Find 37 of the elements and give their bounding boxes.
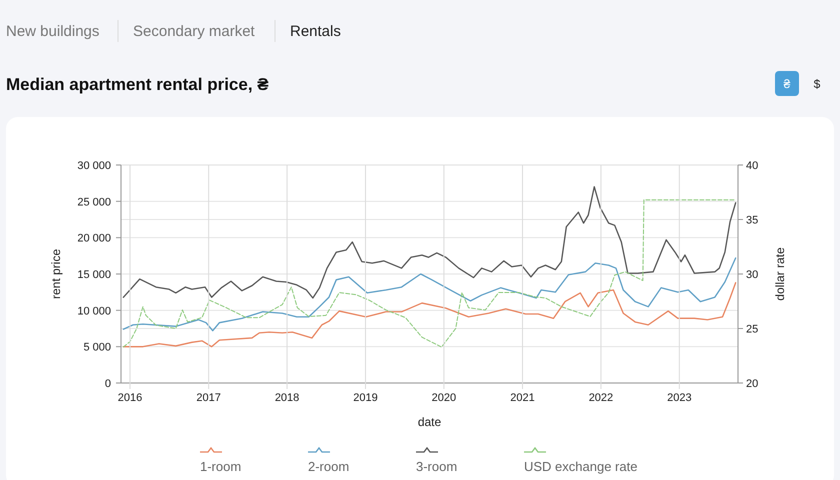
x-tick-label: 2019 bbox=[353, 392, 378, 404]
text: $ bbox=[814, 77, 821, 91]
y-tick-label: 10 000 bbox=[77, 305, 111, 318]
x-tick-label: 2023 bbox=[667, 392, 692, 404]
line-series bbox=[122, 199, 736, 348]
legend-label: 3-room bbox=[416, 459, 458, 474]
x-axis-title: date bbox=[418, 415, 442, 429]
x-tick-label: 2016 bbox=[118, 392, 142, 404]
text: ₴ bbox=[784, 77, 791, 91]
chart-title: Median apartment rental price, ₴ bbox=[6, 75, 270, 94]
legend-label: 2-room bbox=[308, 459, 350, 474]
y2-axis-title: dollar rate bbox=[773, 247, 787, 301]
text: Secondary market bbox=[133, 23, 256, 40]
x-tick-label: 2018 bbox=[274, 392, 300, 404]
text: Rentals bbox=[290, 23, 341, 40]
y2-tick-label: 20 bbox=[746, 378, 758, 390]
y-tick-label: 15 000 bbox=[77, 269, 111, 281]
x-tick-label: 2017 bbox=[196, 392, 221, 404]
y2-tick-label: 40 bbox=[746, 160, 758, 172]
y-tick-label: 30 000 bbox=[77, 160, 111, 172]
y-axis-title: rent price bbox=[49, 248, 63, 300]
line-series bbox=[122, 186, 736, 299]
line-series bbox=[122, 282, 736, 348]
legend-label: 1-room bbox=[200, 459, 242, 474]
x-tick-label: 2021 bbox=[510, 392, 535, 404]
y-tick-label: 5 000 bbox=[83, 342, 111, 354]
x-tick-label: 2022 bbox=[588, 392, 614, 404]
line-series bbox=[122, 257, 736, 332]
y-tick-label: 20 000 bbox=[77, 232, 111, 245]
y2-tick-label: 30 bbox=[746, 269, 758, 281]
x-tick-label: 2020 bbox=[432, 392, 456, 404]
text: New buildings bbox=[6, 23, 100, 40]
y-tick-label: 25 000 bbox=[77, 196, 111, 208]
y2-tick-label: 25 bbox=[746, 324, 758, 336]
y-tick-label: 0 bbox=[104, 378, 111, 390]
y2-tick-label: 35 bbox=[746, 214, 758, 226]
legend-label: USD exchange rate bbox=[524, 459, 638, 474]
